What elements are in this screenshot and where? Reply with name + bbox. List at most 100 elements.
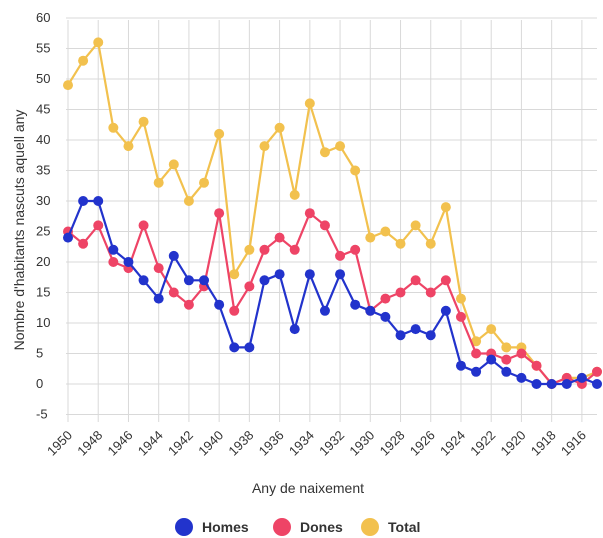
series-total [63, 37, 602, 389]
data-point [440, 305, 451, 316]
data-point [440, 275, 451, 286]
legend-marker [361, 518, 379, 536]
x-tick-label: 1940 [195, 428, 226, 459]
data-point [531, 360, 542, 371]
data-point [138, 220, 149, 231]
data-point [319, 147, 330, 158]
data-point [123, 257, 134, 267]
data-point [592, 366, 602, 377]
data-point [380, 293, 391, 304]
data-point [244, 244, 255, 255]
data-point [516, 348, 527, 359]
data-point [229, 269, 240, 280]
data-point [501, 342, 512, 353]
data-point [350, 165, 361, 176]
data-point [259, 141, 270, 152]
data-point [78, 55, 89, 66]
y-tick-label: 10 [36, 315, 50, 330]
legend-marker [175, 518, 193, 536]
data-point [153, 263, 164, 274]
legend-marker [273, 518, 291, 536]
data-point [274, 122, 285, 133]
y-tick-label: 20 [36, 254, 50, 269]
data-point [501, 366, 512, 377]
data-point [455, 293, 466, 304]
data-point [546, 379, 557, 389]
data-point [259, 244, 270, 255]
data-point [304, 269, 315, 280]
y-tick-label: 5 [36, 346, 43, 361]
data-point [244, 281, 255, 292]
data-point [244, 342, 255, 353]
data-point [199, 275, 210, 286]
data-point [123, 141, 134, 152]
data-point [425, 238, 436, 249]
y-tick-label: 45 [36, 102, 50, 117]
x-tick-label: 1918 [528, 428, 559, 459]
data-point [592, 379, 602, 389]
data-point [576, 372, 587, 383]
data-point [199, 177, 210, 188]
data-point [471, 336, 482, 347]
x-axis-title: Any de naixement [252, 480, 364, 496]
data-point [108, 122, 119, 133]
data-point [319, 305, 330, 316]
data-point [78, 196, 89, 206]
data-point [486, 324, 497, 335]
y-tick-labels: -5 0 5 10 15 20 25 30 35 40 45 50 55 60 [36, 10, 50, 422]
data-point [319, 220, 330, 231]
legend: Homes Dones Total [175, 518, 420, 536]
y-tick-label: 15 [36, 285, 50, 300]
data-point [93, 37, 104, 48]
x-tick-label: 1942 [165, 428, 196, 459]
data-point [274, 232, 285, 243]
data-point [335, 250, 346, 261]
y-tick-label: 30 [36, 193, 50, 208]
data-point [365, 305, 376, 316]
data-point [183, 299, 194, 310]
data-point [471, 366, 482, 377]
data-point [365, 232, 376, 243]
x-tick-label: 1934 [286, 428, 317, 459]
data-point [108, 244, 119, 255]
data-point [153, 293, 164, 304]
legend-label: Dones [300, 519, 343, 535]
x-tick-label: 1922 [467, 428, 498, 459]
x-tick-label: 1936 [256, 428, 287, 459]
y-tick-label: 35 [36, 163, 50, 178]
y-axis-title: Nombre d'habitants nascuts aquell any [11, 110, 27, 351]
data-point [425, 330, 436, 341]
data-point [289, 324, 300, 335]
x-tick-label: 1916 [558, 428, 589, 459]
data-point [425, 287, 436, 298]
data-point [440, 202, 451, 213]
data-point [380, 311, 391, 322]
x-tick-labels: 1950 1948 1946 1944 1942 1940 1938 1936 1934 1932… [44, 428, 589, 459]
data-point [93, 220, 104, 231]
data-point [289, 244, 300, 255]
legend-item-dones: Dones [273, 518, 343, 536]
data-point [395, 287, 406, 298]
data-point [229, 305, 240, 316]
data-point [410, 275, 421, 286]
x-tick-label: 1924 [437, 428, 468, 459]
data-point [501, 354, 512, 365]
data-point [410, 324, 421, 335]
x-tick-label: 1928 [377, 428, 408, 459]
x-tick-label: 1930 [346, 428, 377, 459]
data-point [168, 250, 179, 261]
x-tick-label: 1950 [44, 428, 75, 459]
legend-item-total: Total [361, 518, 420, 536]
data-point [350, 299, 361, 310]
data-point [214, 299, 225, 310]
data-point [289, 189, 300, 200]
y-tick-label: 0 [36, 376, 43, 391]
series-homes [63, 196, 602, 389]
y-tick-label: 25 [36, 224, 50, 239]
data-point [350, 244, 361, 255]
x-tick-label: 1926 [407, 428, 438, 459]
data-point [410, 220, 421, 231]
data-point [380, 226, 391, 237]
data-point [108, 257, 119, 267]
